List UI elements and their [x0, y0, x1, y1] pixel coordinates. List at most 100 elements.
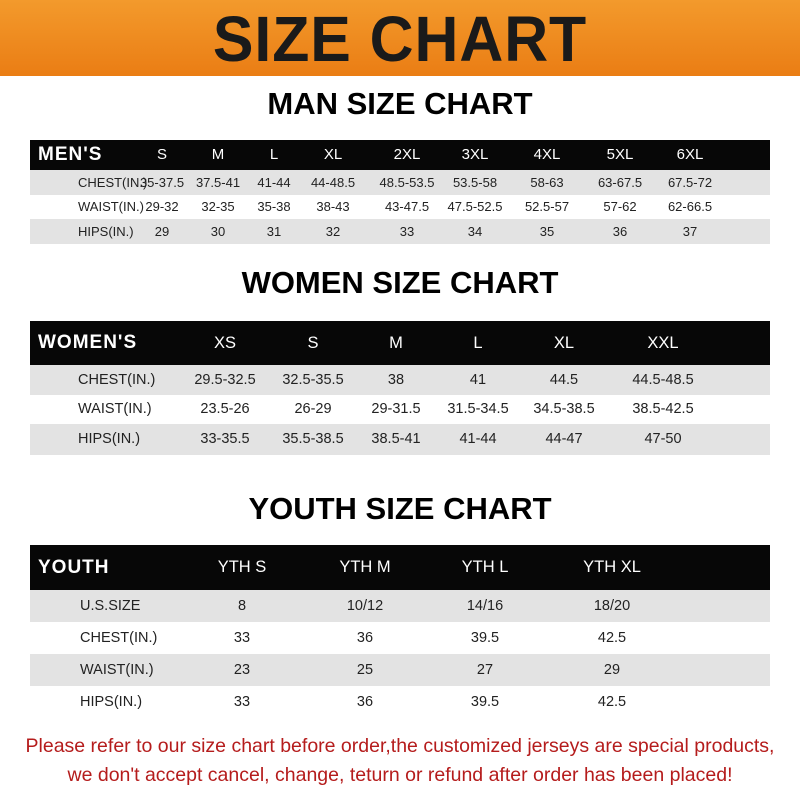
size-header-cell: 3XL: [461, 146, 489, 163]
measurement-value: 39.5: [470, 694, 500, 710]
measurement-value: 26-29: [294, 401, 332, 417]
men-size-table: MEN'S S M L XL 2XL 3XL 4XL 5XL 6XL CHEST(IN.) 35-37…: [30, 140, 770, 244]
youth-size-table: YOUTH YTH S YTH M YTH L YTH XL U.S.SIZE 8 10/12…: [30, 545, 770, 718]
measurement-value: 29: [154, 224, 170, 239]
measurement-value: 44-48.5: [310, 175, 356, 190]
measurement-value: 41-44: [459, 431, 497, 447]
measurement-value: 27: [476, 662, 494, 678]
men-heading: MAN SIZE CHART: [267, 86, 533, 121]
measurement-value: 33: [233, 694, 251, 710]
measurement-value: 23.5-26: [200, 401, 250, 417]
measurement-label: WAIST(IN.): [78, 199, 144, 214]
measurement-value: 8: [237, 598, 247, 614]
size-header-cell: 5XL: [606, 146, 634, 163]
measurement-value: 35-38: [257, 199, 291, 214]
measurement-value: 36: [612, 224, 628, 239]
size-header-cell: XL: [553, 334, 575, 352]
size-header-cell: M: [211, 146, 225, 163]
measurement-value: 37.5-41: [195, 175, 241, 190]
measurement-label: U.S.SIZE: [80, 598, 141, 614]
table-row: WAIST(IN.) 23 25 27 29: [30, 654, 770, 686]
measurement-value: 23: [233, 662, 251, 678]
women-size-table: WOMEN'S XS S M L XL XXL CHEST(IN.) 29.5-32.5 32.5…: [30, 321, 770, 455]
measurement-value: 58-63: [530, 175, 564, 190]
measurement-value: 44.5: [549, 372, 579, 388]
banner-title: SIZE CHART: [212, 3, 588, 75]
measurement-value: 30: [210, 224, 226, 239]
measurement-value: 42.5: [597, 694, 627, 710]
measurement-value: 35.5-38.5: [282, 431, 344, 447]
measurement-value: 32: [325, 224, 341, 239]
measurement-value: 32-35: [201, 199, 235, 214]
measurement-value: 47.5-52.5: [447, 199, 503, 214]
table-row: HIPS(IN.) 33 36 39.5 42.5: [30, 686, 770, 718]
measurement-value: 36: [356, 694, 374, 710]
youth-heading: YOUTH SIZE CHART: [248, 491, 552, 526]
measurement-value: 35: [539, 224, 555, 239]
measurement-label: CHEST(IN.): [78, 175, 148, 190]
size-header-cell: YTH M: [339, 558, 391, 576]
size-header-cell: S: [156, 146, 168, 163]
measurement-value: 39.5: [470, 630, 500, 646]
measurement-value: 14/16: [466, 598, 504, 614]
size-chart-banner: SIZE CHART: [0, 0, 800, 76]
measurement-value: 42.5: [597, 630, 627, 646]
table-row: CHEST(IN.) 35-37.5 37.5-41 41-44 44-48.5 48.5…: [30, 170, 770, 195]
measurement-value: 63-67.5: [597, 175, 643, 190]
measurement-value: 25: [356, 662, 374, 678]
measurement-value: 36: [356, 630, 374, 646]
size-header-cell: 6XL: [676, 146, 704, 163]
size-header-cell: YTH XL: [583, 558, 641, 576]
footer-notice-line1: Please refer to our size chart before or…: [25, 735, 775, 757]
measurement-value: 35-37.5: [139, 175, 185, 190]
footer-notice-line2: we don't accept cancel, change, teturn o…: [67, 764, 733, 786]
table-row: CHEST(IN.) 33 36 39.5 42.5: [30, 622, 770, 654]
size-header-cell: XS: [213, 334, 237, 352]
measurement-value: 38.5-42.5: [632, 401, 694, 417]
measurement-value: 31: [266, 224, 282, 239]
size-header-cell: M: [389, 334, 403, 352]
measurement-value: 44.5-48.5: [632, 372, 694, 388]
size-header-cell: YTH S: [217, 558, 267, 576]
measurement-value: 31.5-34.5: [447, 401, 509, 417]
measurement-value: 38: [387, 372, 405, 388]
table-title-cell: YOUTH: [38, 557, 110, 578]
measurement-value: 48.5-53.5: [379, 175, 435, 190]
measurement-label: CHEST(IN.): [78, 372, 156, 388]
table-row: WAIST(IN.) 23.5-26 26-29 29-31.5 31.5-34.5 34…: [30, 395, 770, 424]
measurement-value: 33-35.5: [200, 431, 250, 447]
measurement-value: 29.5-32.5: [194, 372, 256, 388]
measurement-value: 41: [469, 372, 487, 388]
measurement-value: 29: [603, 662, 621, 678]
measurement-label: HIPS(IN.): [78, 431, 141, 447]
size-header-cell: XL: [323, 146, 343, 163]
men-header-row: MEN'S S M L XL 2XL 3XL 4XL 5XL 6XL: [30, 140, 770, 170]
measurement-value: 10/12: [346, 598, 384, 614]
youth-header-row: YOUTH YTH S YTH M YTH L YTH XL: [30, 545, 770, 590]
measurement-value: 38.5-41: [371, 431, 421, 447]
table-row: HIPS(IN.) 29 30 31 32 33 34 35 36 37: [30, 219, 770, 244]
measurement-value: 47-50: [644, 431, 682, 447]
measurement-label: HIPS(IN.): [78, 224, 134, 239]
measurement-label: WAIST(IN.): [80, 662, 154, 678]
size-header-cell: 4XL: [533, 146, 561, 163]
women-heading: WOMEN SIZE CHART: [241, 265, 559, 300]
table-row: WAIST(IN.) 29-32 32-35 35-38 38-43 43-47.5 47.…: [30, 195, 770, 219]
size-header-cell: L: [473, 334, 483, 352]
table-title-cell: MEN'S: [38, 144, 103, 165]
table-title-cell: WOMEN'S: [38, 332, 138, 353]
table-row: U.S.SIZE 8 10/12 14/16 18/20: [30, 590, 770, 622]
size-header-cell: YTH L: [461, 558, 509, 576]
size-header-cell: L: [269, 146, 279, 163]
measurement-value: 43-47.5: [384, 199, 430, 214]
measurement-value: 32.5-35.5: [282, 372, 344, 388]
measurement-value: 18/20: [593, 598, 631, 614]
measurement-value: 34.5-38.5: [533, 401, 595, 417]
measurement-value: 33: [399, 224, 415, 239]
measurement-value: 38-43: [316, 199, 350, 214]
measurement-value: 67.5-72: [667, 175, 713, 190]
size-header-cell: 2XL: [393, 146, 421, 163]
measurement-value: 41-44: [257, 175, 291, 190]
measurement-value: 34: [467, 224, 483, 239]
measurement-value: 37: [682, 224, 698, 239]
